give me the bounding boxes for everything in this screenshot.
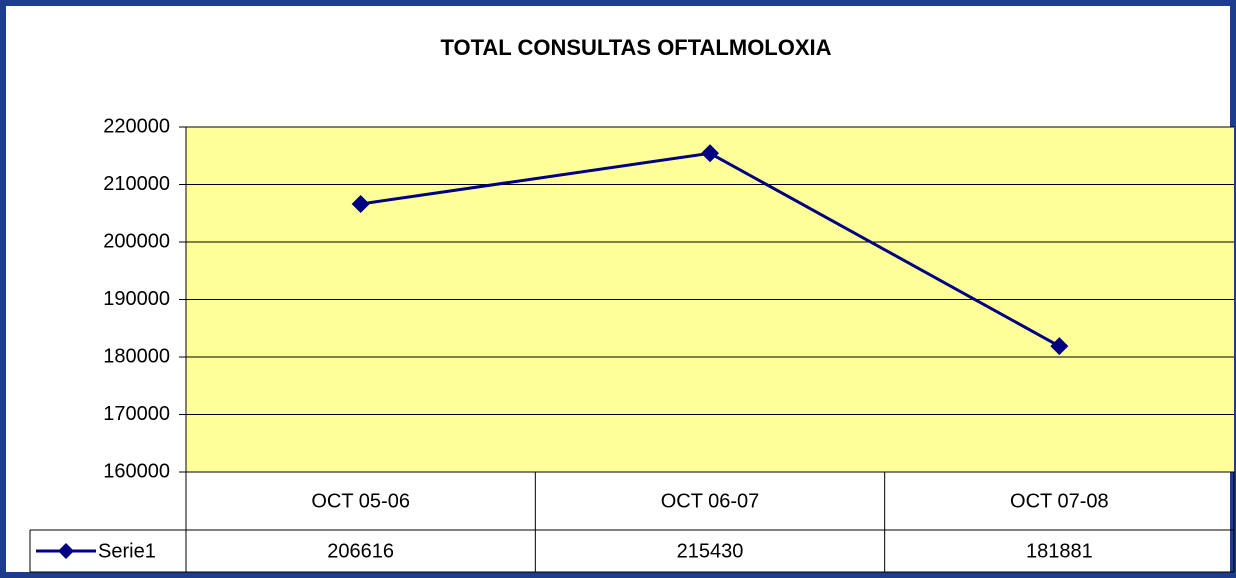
- y-tick-label: 200000: [103, 230, 170, 252]
- x-tick-label: OCT 05-06: [311, 490, 410, 512]
- marker: [701, 144, 719, 163]
- marker: [351, 194, 370, 213]
- y-tick-label: 170000: [103, 403, 170, 425]
- y-tick-label: 210000: [103, 173, 170, 195]
- table-value: 206616: [327, 540, 394, 562]
- y-tick-label: 190000: [103, 288, 170, 310]
- chart-title: TOTAL CONSULTAS OFTALMOLOXIA: [440, 35, 831, 60]
- table-value: 181881: [1026, 540, 1093, 562]
- x-tick-label: OCT 06-07: [661, 490, 760, 512]
- legend-label: Serie1: [98, 540, 156, 562]
- table-value: 215430: [677, 540, 744, 562]
- legend-marker: [58, 543, 74, 559]
- y-tick-label: 220000: [103, 115, 170, 137]
- y-tick-label: 160000: [103, 460, 170, 482]
- marker: [1050, 337, 1069, 356]
- x-tick-label: OCT 07-08: [1010, 490, 1109, 512]
- y-tick-label: 180000: [103, 345, 170, 367]
